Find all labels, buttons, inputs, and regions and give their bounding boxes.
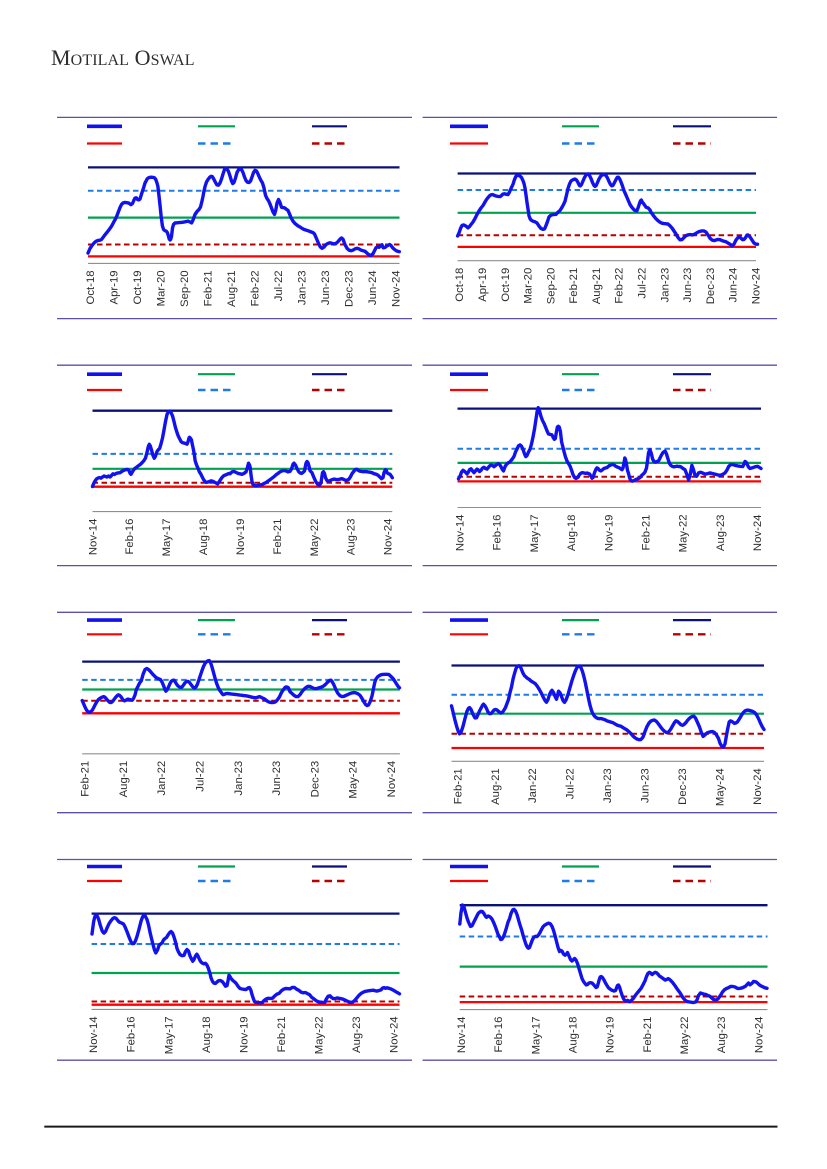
svg-text:Nov-14: Nov-14 [88,1016,100,1053]
svg-text:Jun-23: Jun-23 [682,268,694,303]
svg-text:Aug-23: Aug-23 [346,519,358,556]
svg-text:May-24: May-24 [348,761,360,799]
svg-text:Feb-21: Feb-21 [568,268,580,304]
svg-text:Dec-23: Dec-23 [343,270,355,307]
svg-text:Nov-24: Nov-24 [383,519,395,556]
svg-text:Nov-24: Nov-24 [390,270,402,307]
svg-text:Nov-24: Nov-24 [386,761,398,798]
svg-text:Sep-20: Sep-20 [545,268,557,305]
svg-text:Apr-19: Apr-19 [109,270,121,304]
svg-text:May-22: May-22 [313,1016,325,1054]
svg-text:Nov-24: Nov-24 [753,1017,765,1054]
svg-text:Feb-21: Feb-21 [203,270,215,306]
svg-text:Oct-18: Oct-18 [454,268,466,302]
svg-text:Jan-22: Jan-22 [156,761,168,796]
svg-text:Nov-19: Nov-19 [235,519,247,556]
svg-text:May-22: May-22 [309,519,321,557]
svg-text:Mar-20: Mar-20 [156,270,168,306]
svg-text:Feb-21: Feb-21 [452,768,464,804]
svg-text:Feb-16: Feb-16 [126,1016,138,1052]
svg-text:Oct-18: Oct-18 [85,270,97,304]
svg-text:May-17: May-17 [530,1017,542,1055]
svg-text:Feb-16: Feb-16 [493,1017,505,1053]
svg-text:Aug-18: Aug-18 [201,1016,213,1053]
svg-text:Aug-18: Aug-18 [198,519,210,556]
svg-text:Jan-23: Jan-23 [602,768,614,803]
svg-text:Aug-18: Aug-18 [568,1017,580,1054]
svg-text:May-17: May-17 [161,519,173,557]
svg-text:Aug-21: Aug-21 [490,768,502,805]
svg-text:Jun-23: Jun-23 [640,768,652,803]
svg-text:Nov-14: Nov-14 [455,515,467,552]
svg-text:Aug-23: Aug-23 [715,515,727,552]
svg-text:Nov-19: Nov-19 [605,1017,617,1054]
svg-text:Nov-14: Nov-14 [456,1017,468,1054]
svg-text:Jun-24: Jun-24 [367,270,379,305]
svg-text:Nov-24: Nov-24 [388,1016,400,1053]
svg-text:May-17: May-17 [163,1016,175,1054]
svg-text:Nov-19: Nov-19 [603,515,615,552]
svg-text:Aug-21: Aug-21 [591,268,603,305]
svg-text:Feb-16: Feb-16 [492,515,504,551]
svg-text:Feb-21: Feb-21 [641,515,653,551]
svg-text:Jul-22: Jul-22 [637,268,649,299]
svg-text:May-17: May-17 [529,515,541,553]
svg-text:Jun-24: Jun-24 [728,268,740,303]
svg-text:Mar-20: Mar-20 [523,268,535,304]
svg-text:Aug-18: Aug-18 [566,515,578,552]
svg-text:Aug-21: Aug-21 [118,761,130,798]
svg-text:Feb-16: Feb-16 [124,519,136,555]
svg-text:Jun-23: Jun-23 [271,761,283,796]
svg-text:Jul-22: Jul-22 [273,270,285,301]
svg-text:Aug-23: Aug-23 [351,1016,363,1053]
svg-text:Aug-23: Aug-23 [716,1017,728,1054]
svg-text:Dec-23: Dec-23 [677,768,689,805]
svg-text:Jul-22: Jul-22 [195,761,207,792]
svg-text:Feb-21: Feb-21 [272,519,284,555]
svg-text:Feb-22: Feb-22 [614,268,626,304]
svg-text:May-22: May-22 [678,515,690,553]
svg-text:Jan-23: Jan-23 [296,270,308,305]
svg-text:Dec-23: Dec-23 [309,761,321,798]
svg-text:May-24: May-24 [715,768,727,806]
svg-text:Feb-21: Feb-21 [80,761,92,797]
svg-text:Nov-24: Nov-24 [750,268,762,305]
svg-text:Jun-23: Jun-23 [320,270,332,305]
svg-text:Jan-22: Jan-22 [527,768,539,803]
svg-text:Jul-22: Jul-22 [565,768,577,799]
svg-text:Feb-21: Feb-21 [642,1017,654,1053]
svg-text:Apr-19: Apr-19 [477,268,489,302]
svg-text:Oct-19: Oct-19 [132,270,144,304]
svg-text:Nov-24: Nov-24 [752,515,764,552]
svg-text:Feb-22: Feb-22 [249,270,261,306]
svg-text:Jan-23: Jan-23 [659,268,671,303]
svg-text:Dec-23: Dec-23 [705,268,717,305]
svg-text:May-22: May-22 [679,1017,691,1055]
svg-text:Aug-21: Aug-21 [226,270,238,307]
svg-text:Jan-23: Jan-23 [233,761,245,796]
svg-text:Sep-20: Sep-20 [179,270,191,307]
svg-text:Nov-24: Nov-24 [752,768,764,805]
svg-text:Nov-19: Nov-19 [238,1016,250,1053]
svg-text:Oct-19: Oct-19 [500,268,512,302]
svg-text:Nov-14: Nov-14 [87,519,99,556]
svg-text:Feb-21: Feb-21 [276,1016,288,1052]
